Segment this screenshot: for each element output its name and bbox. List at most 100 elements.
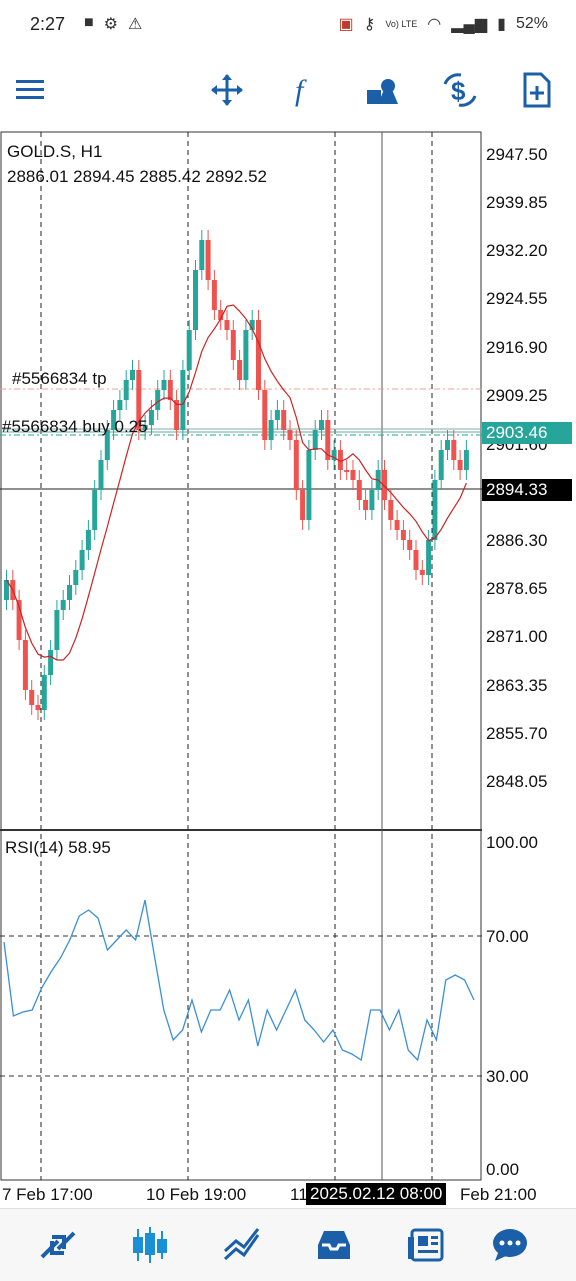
- settings-icon: ⚙: [103, 16, 119, 33]
- status-system-icons: ▣ ⚷ Vo) LTE ◠ ▂▄▆ ▮ 52%: [339, 14, 548, 34]
- candle-body: [237, 360, 243, 380]
- candle-body: [73, 570, 79, 585]
- time-tick: 10 Feb 19:00: [146, 1185, 247, 1204]
- rsi-tick: 70.00: [486, 927, 529, 946]
- candle-body: [300, 490, 306, 520]
- crosshair-icon[interactable]: [205, 68, 249, 112]
- price-tick: 2878.65: [486, 579, 548, 598]
- candle-body: [35, 705, 41, 710]
- history-icon[interactable]: [312, 1223, 356, 1267]
- svg-text:f: f: [295, 74, 307, 107]
- symbol-change-icon[interactable]: $: [438, 68, 482, 112]
- candle-body: [186, 330, 192, 370]
- candle-body: [445, 440, 450, 450]
- candle-body: [218, 310, 224, 320]
- battery-percent: 52%: [515, 15, 548, 32]
- news-icon[interactable]: [404, 1223, 448, 1267]
- candle-body: [85, 530, 91, 550]
- candle-body: [211, 280, 217, 310]
- candle-body: [382, 470, 387, 500]
- candle-body: [331, 450, 337, 460]
- candle-body: [41, 675, 47, 710]
- candle-body: [419, 570, 425, 575]
- cursor-price-tag: 2894.33: [482, 479, 572, 501]
- chart-canvas[interactable]: [0, 130, 576, 1210]
- volte-icon: Vo) LTE: [385, 19, 418, 29]
- tp-label: #5566834 tp: [12, 369, 107, 388]
- candle-body: [16, 600, 22, 640]
- candle-body: [224, 320, 230, 330]
- candle-body: [111, 410, 117, 430]
- candle-body: [174, 400, 180, 430]
- candle-body: [463, 450, 469, 470]
- chart-toolbar: f $: [0, 56, 576, 126]
- time-tick: 7 Feb 17:00: [2, 1185, 93, 1204]
- candle-body: [312, 430, 318, 450]
- chart-frame: [0, 131, 482, 1181]
- candle-body: [256, 320, 261, 390]
- warning-icon: ⚠: [128, 16, 143, 33]
- candle-body: [249, 320, 255, 330]
- candle-body: [293, 440, 299, 490]
- candle-body: [4, 580, 9, 600]
- time-tick: Feb 21:00: [460, 1185, 537, 1204]
- candle-body: [407, 540, 413, 550]
- candle-body: [148, 410, 154, 425]
- buy-label: #5566834 buy 0.25: [2, 417, 148, 436]
- objects-icon[interactable]: [360, 68, 404, 112]
- candle-body: [344, 470, 350, 472]
- candle-body: [337, 450, 343, 470]
- cursor-time-tag: 2025.02.12 08:00: [306, 1183, 447, 1205]
- candle-body: [369, 490, 375, 510]
- templates-icon[interactable]: [515, 68, 559, 112]
- symbol-timeframe: GOLD.S, H1: [7, 142, 103, 161]
- candle-body: [54, 610, 60, 650]
- candle-body: [281, 410, 287, 430]
- candle-body: [262, 390, 268, 440]
- indicators-icon[interactable]: f: [282, 68, 326, 112]
- candle-body: [161, 380, 167, 390]
- price-chart[interactable]: [0, 130, 576, 1210]
- trade-icon[interactable]: [220, 1223, 264, 1267]
- candle-body: [306, 450, 312, 520]
- candle-body: [413, 550, 419, 570]
- messages-icon[interactable]: [488, 1223, 532, 1267]
- candle-body: [142, 425, 148, 430]
- candle-body: [268, 420, 274, 440]
- status-bar: 2:27 ■ ⚙ ⚠ ▣ ⚷ Vo) LTE ◠ ▂▄▆ ▮ 52%: [0, 0, 576, 50]
- candle-body: [205, 240, 211, 280]
- price-tick: 2909.25: [486, 386, 548, 405]
- ohlc-values: 2886.01 2894.45 2885.42 2892.52: [7, 167, 267, 186]
- candle-body: [394, 520, 400, 530]
- candle-body: [400, 530, 406, 540]
- menu-icon[interactable]: [8, 68, 52, 112]
- candle-body: [98, 460, 104, 490]
- current-price-tag: 2903.46: [482, 422, 572, 444]
- time-tick: 11: [290, 1185, 308, 1204]
- candle-body: [104, 430, 110, 460]
- candle-body: [123, 380, 129, 400]
- rsi-line: [3, 899, 475, 1062]
- candles-group: [4, 230, 469, 720]
- candle-body: [363, 500, 369, 510]
- candle-body: [130, 370, 135, 380]
- wifi-icon: ◠: [427, 16, 442, 33]
- candle-body: [199, 240, 205, 270]
- candle-body: [356, 480, 362, 500]
- candle-body: [243, 330, 249, 380]
- candle-body: [230, 330, 236, 360]
- chart-icon[interactable]: [128, 1223, 172, 1267]
- rsi-tick: 100.00: [486, 833, 538, 852]
- battery-icon: ▮: [497, 16, 506, 33]
- price-tick: 2939.85: [486, 193, 548, 212]
- quotes-icon[interactable]: [36, 1223, 80, 1267]
- candle-body: [319, 420, 324, 430]
- candle-body: [457, 460, 463, 470]
- candle-body: [274, 410, 280, 420]
- status-notification-icons: ■ ⚙ ⚠: [84, 14, 142, 34]
- status-time: 2:27: [30, 14, 66, 34]
- candle-body: [325, 420, 331, 460]
- price-tick: 2848.05: [486, 772, 548, 791]
- candle-body: [136, 370, 142, 430]
- candle-body: [287, 430, 293, 440]
